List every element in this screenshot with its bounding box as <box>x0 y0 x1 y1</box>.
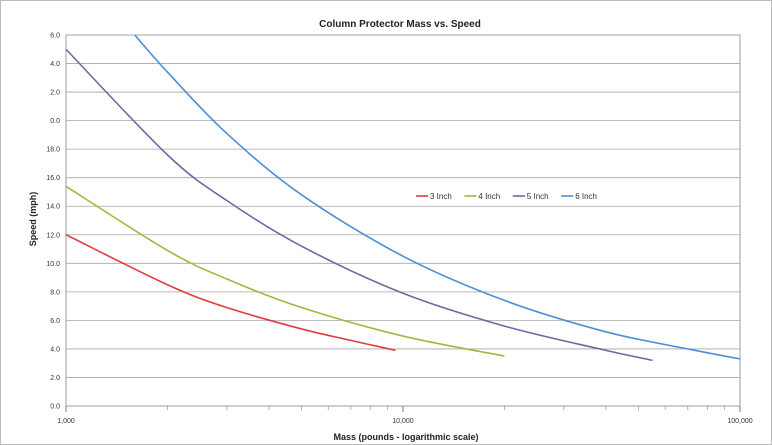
y-tick-label: 6.0 <box>50 318 60 325</box>
series-lines <box>66 35 740 362</box>
series-line-3-inch <box>66 234 396 352</box>
y-tick-label: 4.0 <box>50 61 60 68</box>
y-tick-label: 18.0 <box>46 147 60 154</box>
series-line-4-inch <box>66 185 505 357</box>
legend-entry-4-inch: 4 Inch <box>478 192 500 201</box>
legend-entry-3-inch: 3 Inch <box>430 192 452 201</box>
legend-entry-6-inch: 6 Inch <box>575 192 597 201</box>
series-line-5-inch <box>66 48 653 362</box>
y-tick-label: 12.0 <box>46 232 60 239</box>
y-tick-label: 16.0 <box>46 175 60 182</box>
y-axis-title: Speed (mph) <box>28 192 38 247</box>
y-tick-label: 14.0 <box>46 204 60 211</box>
y-tick-label: 6.0 <box>50 33 60 40</box>
y-tick-label: 8.0 <box>50 289 60 296</box>
x-tick-label: 10,000 <box>392 418 414 425</box>
x-tick-label: 100,000 <box>727 418 752 425</box>
y-tick-label: 10.0 <box>46 261 60 268</box>
y-tick-label: 0.0 <box>50 118 60 125</box>
series-line-6-inch <box>134 35 740 360</box>
legend: 3 Inch 4 Inch 5 Inch 6 Inch <box>416 192 597 201</box>
legend-entry-5-inch: 5 Inch <box>527 192 549 201</box>
axes <box>65 406 741 412</box>
x-tick-label: 1,000 <box>57 418 75 425</box>
chart-title: Column Protector Mass vs. Speed <box>319 19 481 30</box>
plot-area <box>65 34 741 407</box>
y-tick-label: 0.0 <box>50 404 60 411</box>
x-axis-title: Mass (pounds - logarithmic scale) <box>333 432 478 442</box>
y-tick-label: 2.0 <box>50 90 60 97</box>
tick-labels: 0.0 2.0 4.0 6.0 8.0 10.0 12.0 14.0 16.0 18.0 0.0 2.… <box>46 33 752 426</box>
y-tick-label: 2.0 <box>50 375 60 382</box>
gridlines <box>65 34 741 407</box>
y-tick-label: 4.0 <box>50 346 60 353</box>
